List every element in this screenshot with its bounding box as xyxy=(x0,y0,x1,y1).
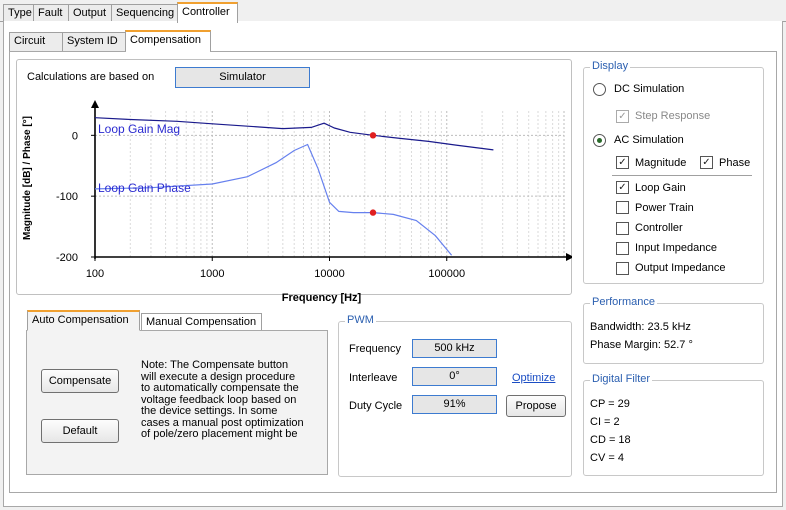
step-response-label: Step Response xyxy=(635,110,710,122)
duty-cycle-label: Duty Cycle xyxy=(349,400,402,412)
y-tick-label: -200 xyxy=(56,252,78,264)
performance-title: Performance xyxy=(590,296,657,308)
interleave-value[interactable]: 0° xyxy=(412,367,497,386)
loop-gain-label: Loop Gain xyxy=(635,182,686,194)
display-divider xyxy=(612,175,752,176)
frequency-value[interactable]: 500 kHz xyxy=(412,339,497,358)
crossover-marker xyxy=(370,132,376,138)
tab-circuit[interactable]: Circuit xyxy=(9,32,63,51)
pwm-title: PWM xyxy=(345,314,376,326)
y-tick-label: 0 xyxy=(72,130,78,142)
y-axis-label: Magnitude [dB] / Phase [°] xyxy=(22,116,33,240)
phase-label: Phase xyxy=(719,157,750,169)
digital-filter-title: Digital Filter xyxy=(590,373,652,385)
calc-label: Calculations are based on xyxy=(27,71,154,83)
display-title: Display xyxy=(590,60,630,72)
input-impedance-checkbox[interactable] xyxy=(616,242,629,255)
dc-simulation-radio[interactable] xyxy=(593,83,606,96)
note-line: to automatically compensate the xyxy=(141,383,304,395)
x-tick-label: 100 xyxy=(86,268,104,280)
frequency-label: Frequency xyxy=(349,343,401,355)
bandwidth-value: Bandwidth: 23.5 kHz xyxy=(590,321,691,333)
ac-simulation-label: AC Simulation xyxy=(614,134,684,146)
input-impedance-label: Input Impedance xyxy=(635,242,717,254)
magnitude-label: Magnitude xyxy=(635,157,686,169)
x-tick-label: 1000 xyxy=(200,268,224,280)
cp-value: CP = 29 xyxy=(590,398,630,410)
interleave-label: Interleave xyxy=(349,372,397,384)
x-axis-arrow xyxy=(566,253,572,261)
series-label: Loop Gain Phase xyxy=(98,181,191,195)
ci-value: CI = 2 xyxy=(590,416,620,428)
x-tick-label: 10000 xyxy=(314,268,345,280)
ac-simulation-radio[interactable] xyxy=(593,134,606,147)
note-line: Note: The Compensate button xyxy=(141,360,304,372)
propose-button[interactable]: Propose xyxy=(506,395,566,417)
compensate-note: Note: The Compensate button will execute… xyxy=(141,360,304,441)
step-response-checkbox[interactable]: ✓ xyxy=(616,110,629,123)
crossover-marker xyxy=(370,209,376,215)
magnitude-checkbox[interactable]: ✓ xyxy=(616,156,629,169)
calc-source-value: Simulator xyxy=(175,67,310,88)
power-train-checkbox[interactable] xyxy=(616,201,629,214)
compensate-button[interactable]: Compensate xyxy=(41,369,119,393)
controller-checkbox[interactable] xyxy=(616,222,629,235)
tab-system-id[interactable]: System ID xyxy=(62,32,126,51)
note-line: of pole/zero placement might be xyxy=(141,429,304,441)
tab-compensation[interactable]: Compensation xyxy=(125,30,211,51)
optimize-link[interactable]: Optimize xyxy=(512,372,555,384)
phase-margin-value: Phase Margin: 52.7 ° xyxy=(590,339,693,351)
output-impedance-checkbox[interactable] xyxy=(616,262,629,275)
loop-gain-phase-line xyxy=(95,145,452,256)
controller-label: Controller xyxy=(635,222,683,234)
tab-auto-compensation[interactable]: Auto Compensation xyxy=(27,310,140,331)
note-line: the device settings. In some xyxy=(141,406,304,418)
duty-cycle-value[interactable]: 91% xyxy=(412,395,497,414)
loop-gain-checkbox[interactable]: ✓ xyxy=(616,181,629,194)
bode-plot: 100 1000 10000 100000 0 -100 -200 Frequency [Hz… xyxy=(16,95,572,305)
dc-simulation-label: DC Simulation xyxy=(614,83,684,95)
cv-value: CV = 4 xyxy=(590,452,624,464)
phase-checkbox[interactable]: ✓ xyxy=(700,156,713,169)
x-axis-label: Frequency [Hz] xyxy=(282,292,362,304)
power-train-label: Power Train xyxy=(635,202,694,214)
default-button[interactable]: Default xyxy=(41,419,119,443)
y-axis-arrow xyxy=(91,100,99,108)
performance-group: Performance xyxy=(583,303,764,364)
series-label: Loop Gain Mag xyxy=(98,122,180,136)
output-impedance-label: Output Impedance xyxy=(635,262,726,274)
cd-value: CD = 18 xyxy=(590,434,631,446)
x-tick-label: 100000 xyxy=(428,268,465,280)
tab-controller[interactable]: Controller xyxy=(177,2,238,23)
y-tick-label: -100 xyxy=(56,191,78,203)
